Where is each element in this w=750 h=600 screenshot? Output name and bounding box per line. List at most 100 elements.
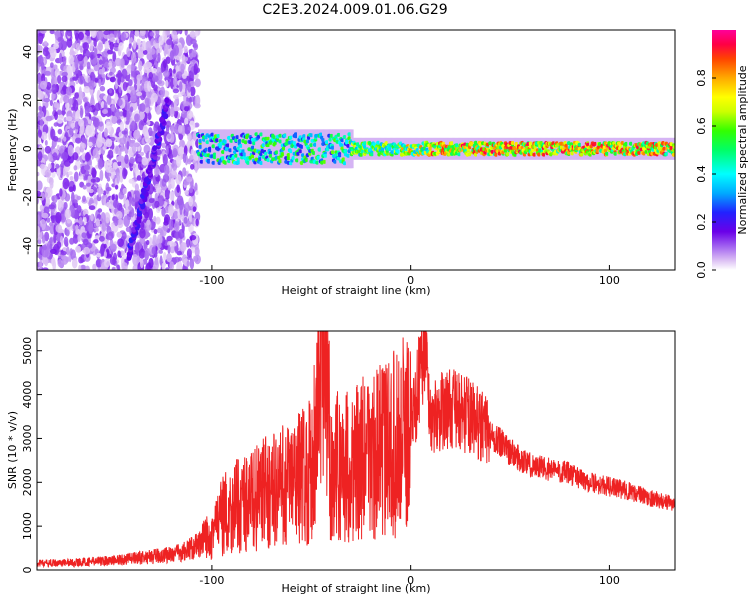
heatmap-cell (129, 86, 135, 91)
heatmap-cell (605, 151, 609, 156)
heatmap-cell (148, 257, 154, 269)
heatmap-cell (304, 158, 309, 162)
heatmap-cell (106, 159, 113, 166)
heatmap-cell (189, 234, 197, 241)
heatmap-cell (168, 219, 174, 231)
heatmap-cell (119, 121, 125, 132)
heatmap-cell (330, 145, 335, 150)
heatmap-cell (194, 30, 198, 38)
heatmap-cell (64, 208, 72, 219)
heatmap-cell (154, 200, 160, 209)
heatmap-cell (178, 146, 184, 154)
heatmap-cell (152, 145, 158, 152)
heatmap-cell (295, 158, 299, 163)
heatmap-cell (163, 220, 169, 226)
heatmap-cell (61, 75, 68, 83)
y-tick-label: 4000 (21, 381, 34, 409)
heatmap-cell (664, 151, 669, 156)
heatmap-cell (345, 139, 350, 144)
heatmap-cell (88, 223, 94, 235)
heatmap-cell (82, 195, 86, 203)
heatmap-cell (51, 84, 58, 94)
heatmap-cell (144, 106, 150, 114)
colorbar-ticks: 0.0 0.2 0.4 0.6 0.8 (695, 69, 716, 279)
heatmap-cell (176, 71, 183, 79)
heatmap-cell (69, 176, 74, 181)
heatmap-cell (73, 171, 79, 182)
heatmap-cell (250, 145, 255, 150)
heatmap-cell (41, 212, 49, 219)
heatmap-cell (173, 256, 181, 263)
heatmap-cell (65, 229, 70, 237)
heatmap-cell (53, 102, 60, 109)
heatmap-cell (117, 161, 122, 167)
heatmap-cell (286, 153, 291, 157)
heatmap-cell (98, 69, 104, 75)
heatmap-cell (132, 143, 137, 154)
heatmap-cell (595, 148, 600, 153)
heatmap-cell (144, 97, 150, 108)
heatmap-cell (82, 42, 90, 51)
heatmap-cell (259, 132, 264, 137)
heatmap-cell (75, 42, 81, 51)
heatmap-cell (63, 201, 68, 210)
heatmap-cell (278, 133, 283, 138)
heatmap-cell (38, 105, 42, 111)
heatmap-cell (385, 151, 390, 156)
heatmap-cell (92, 263, 97, 270)
heatmap-cell (72, 76, 79, 81)
heatmap-cell (90, 136, 97, 144)
heatmap-cell (37, 55, 44, 65)
heatmap-cell (624, 141, 629, 146)
heatmap-cell (37, 214, 40, 225)
spectrogram-frame (36, 29, 676, 271)
colorbar-tick-label: 0.4 (695, 165, 708, 183)
heatmap-cell (184, 189, 189, 196)
heatmap-cell (71, 191, 75, 204)
heatmap-cell (78, 86, 82, 98)
heatmap-cell (79, 107, 84, 119)
heatmap-cell (165, 30, 170, 36)
heatmap-cell (396, 149, 401, 154)
heatmap-cell (333, 159, 338, 164)
heatmap-cell (318, 132, 323, 137)
heatmap-cell (315, 160, 320, 165)
colorbar-tick-label: 0.2 (695, 213, 708, 231)
heatmap-cell (671, 152, 675, 157)
heatmap-cell (65, 102, 70, 110)
heatmap-cell (37, 74, 43, 85)
heatmap-cell (223, 140, 228, 144)
heatmap-cell (165, 56, 171, 64)
heatmap-cell (236, 146, 241, 151)
heatmap-cell (309, 143, 314, 148)
heatmap-cell (153, 215, 157, 223)
heatmap-cell (44, 231, 50, 242)
heatmap-cell (103, 30, 110, 36)
heatmap-cell (223, 160, 228, 165)
heatmap-cell (309, 133, 314, 138)
heatmap-cell (139, 151, 145, 156)
heatmap-cell (59, 168, 63, 179)
heatmap-cell (129, 37, 133, 43)
heatmap-cell (124, 154, 129, 165)
x-tick-label: 0 (407, 574, 414, 587)
heatmap-cell (494, 152, 499, 157)
heatmap-cell (154, 165, 159, 178)
heatmap-cell (118, 42, 124, 51)
heatmap-cell (131, 197, 136, 207)
heatmap-cell (37, 61, 40, 73)
heatmap-cell (37, 151, 43, 162)
heatmap-cell (37, 90, 44, 100)
heatmap-cell (130, 62, 135, 72)
heatmap-cell (112, 51, 117, 63)
heatmap-cell (134, 242, 140, 254)
heatmap-cell (108, 33, 115, 41)
heatmap-cell (281, 146, 286, 151)
heatmap-cell (117, 119, 122, 124)
heatmap-cell (173, 44, 180, 56)
colorbar: 0.0 0.2 0.4 0.6 0.8 Normalized spectral ampl… (695, 30, 749, 279)
heatmap-cell (115, 145, 119, 155)
heatmap-cell (162, 261, 166, 270)
heatmap-cell (323, 153, 328, 158)
